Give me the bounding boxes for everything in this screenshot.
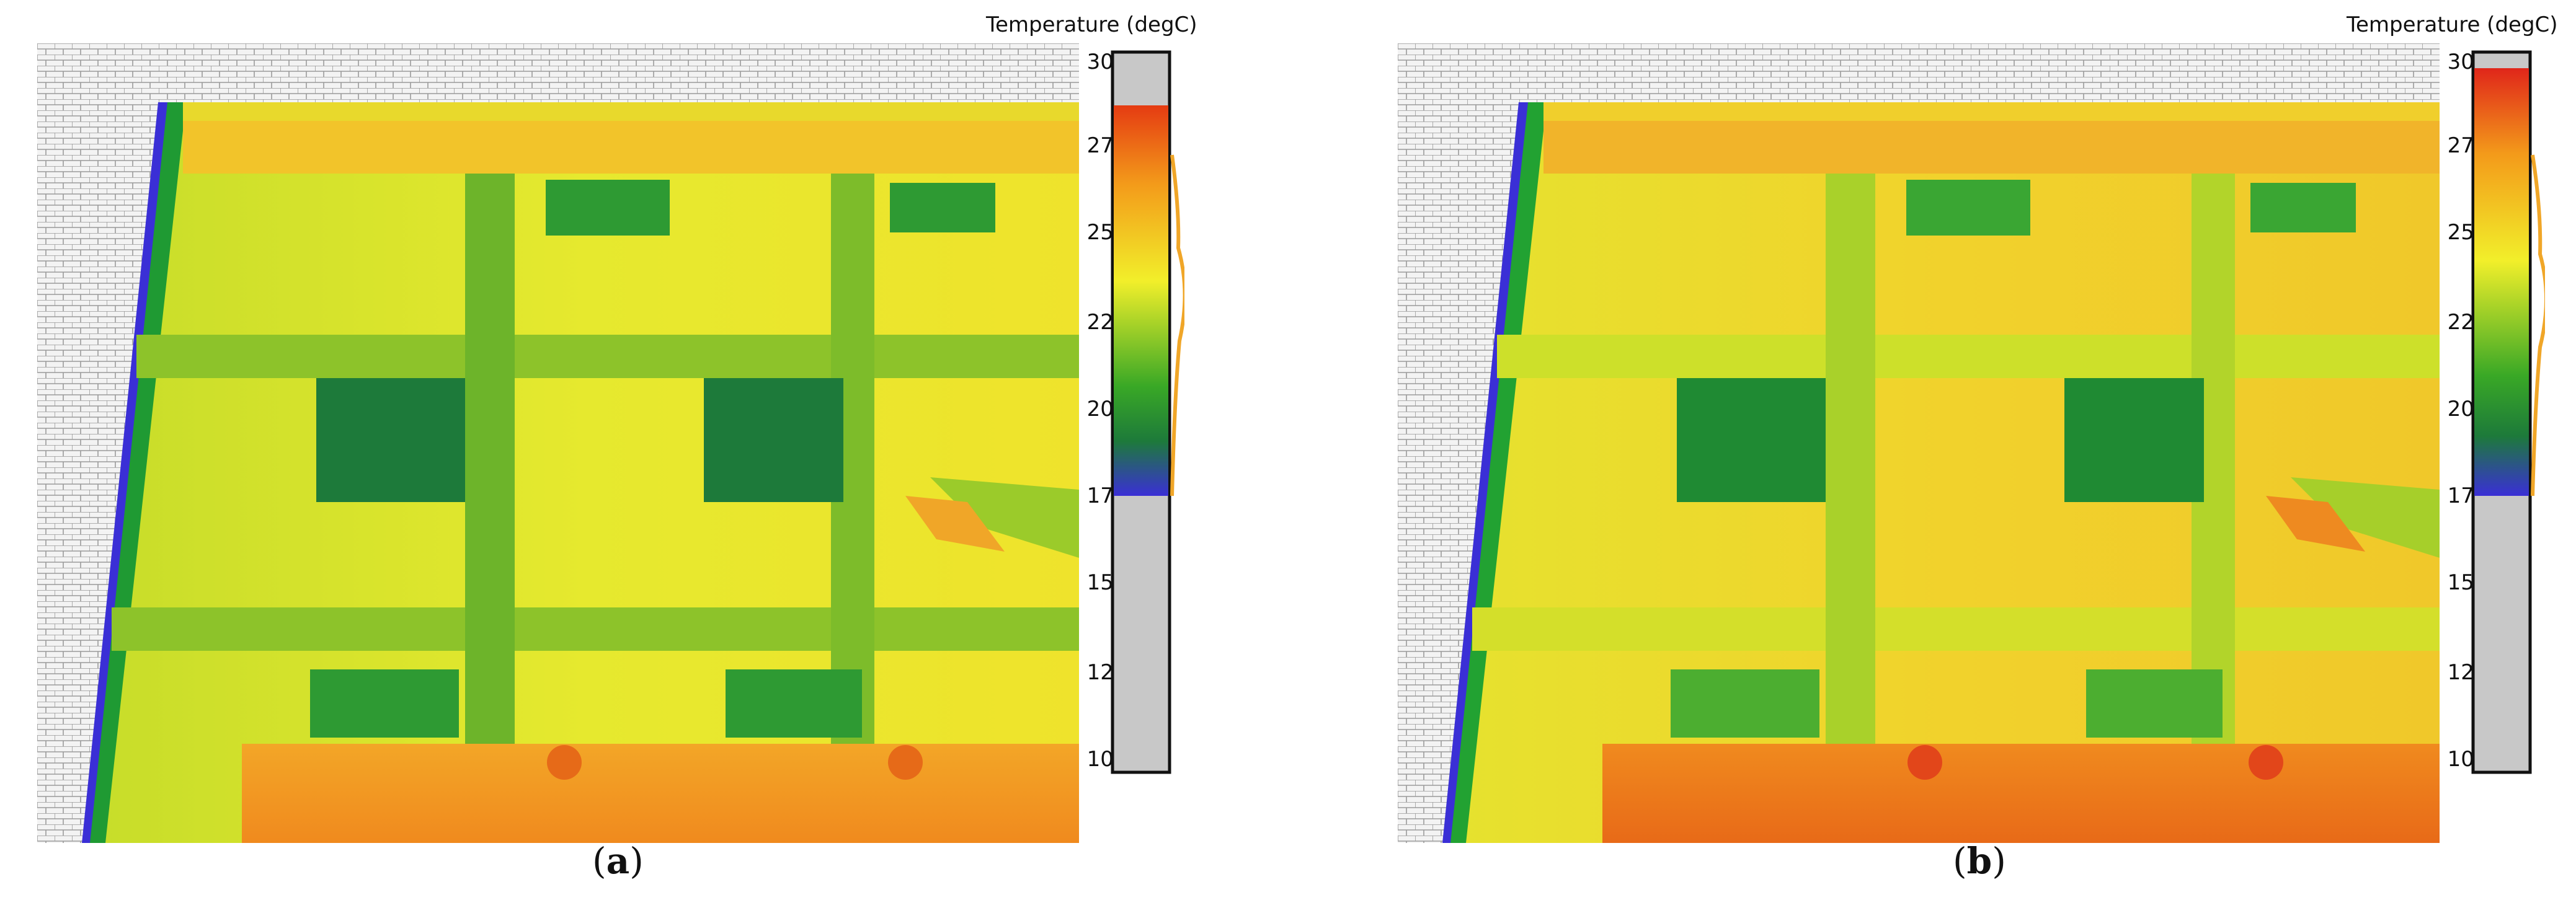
thermal-panel-a: Temperature (degC) 30.00 27.50 25.00 22.… <box>37 12 1197 882</box>
colorbar-b <box>2471 50 2545 774</box>
thermal-image-a <box>37 43 1079 843</box>
thermal-image-b <box>1398 43 2440 843</box>
scale-title: Temperature (degC) <box>986 12 1197 37</box>
caption-b: (b) <box>1953 840 2006 882</box>
scale-title: Temperature (degC) <box>2347 12 2558 37</box>
thermal-panel-b: Temperature (degC) 30.00 27.50 25.00 22.… <box>1361 0 2576 913</box>
caption-a: (a) <box>592 840 644 882</box>
colorbar-a <box>1111 50 1184 774</box>
